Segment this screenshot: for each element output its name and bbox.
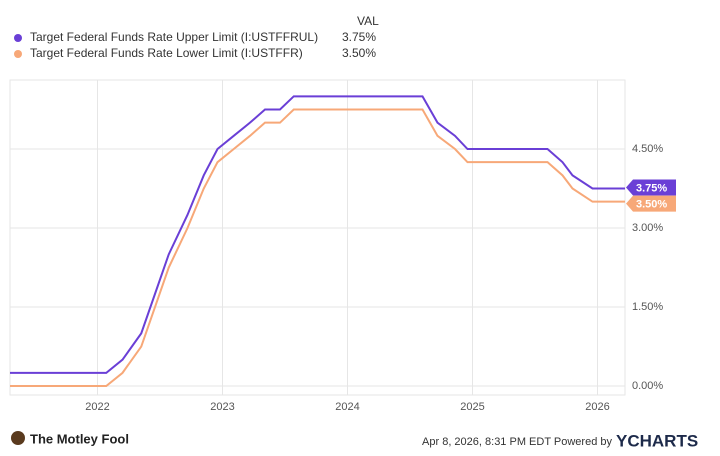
- legend-label: Target Federal Funds Rate Upper Limit (I…: [30, 30, 318, 44]
- series-line: [10, 108, 625, 388]
- timestamp: Apr 8, 2026, 8:31 PM EDT Powered by: [422, 436, 612, 448]
- y-tick-label: 0.00%: [632, 380, 663, 392]
- legend-label: Target Federal Funds Rate Lower Limit (I…: [30, 46, 303, 60]
- series-line: [10, 95, 625, 374]
- brand: The Motley Fool: [30, 431, 129, 446]
- x-tick-label: 2025: [460, 401, 484, 413]
- legend-value: 3.50%: [342, 46, 376, 60]
- x-tick-label: 2022: [85, 401, 109, 413]
- end-tag-label: 3.75%: [636, 182, 667, 194]
- legend-marker: [14, 34, 22, 42]
- end-tag-label: 3.50%: [636, 199, 667, 211]
- y-tick-label: 3.00%: [632, 222, 663, 234]
- x-tick-label: 2026: [585, 401, 609, 413]
- brand-icon: [11, 431, 25, 445]
- y-tick-label: 1.50%: [632, 301, 663, 313]
- x-tick-label: 2023: [210, 401, 234, 413]
- end-tag: [626, 195, 676, 212]
- legend-value: 3.75%: [342, 30, 376, 44]
- provider: YCHARTS: [616, 431, 698, 450]
- legend-header: VAL: [357, 14, 379, 28]
- y-tick-label: 4.50%: [632, 143, 663, 155]
- plot-frame: [9, 79, 626, 396]
- legend-marker: [14, 50, 22, 58]
- end-tag: [626, 179, 676, 196]
- x-tick-label: 2024: [335, 401, 359, 413]
